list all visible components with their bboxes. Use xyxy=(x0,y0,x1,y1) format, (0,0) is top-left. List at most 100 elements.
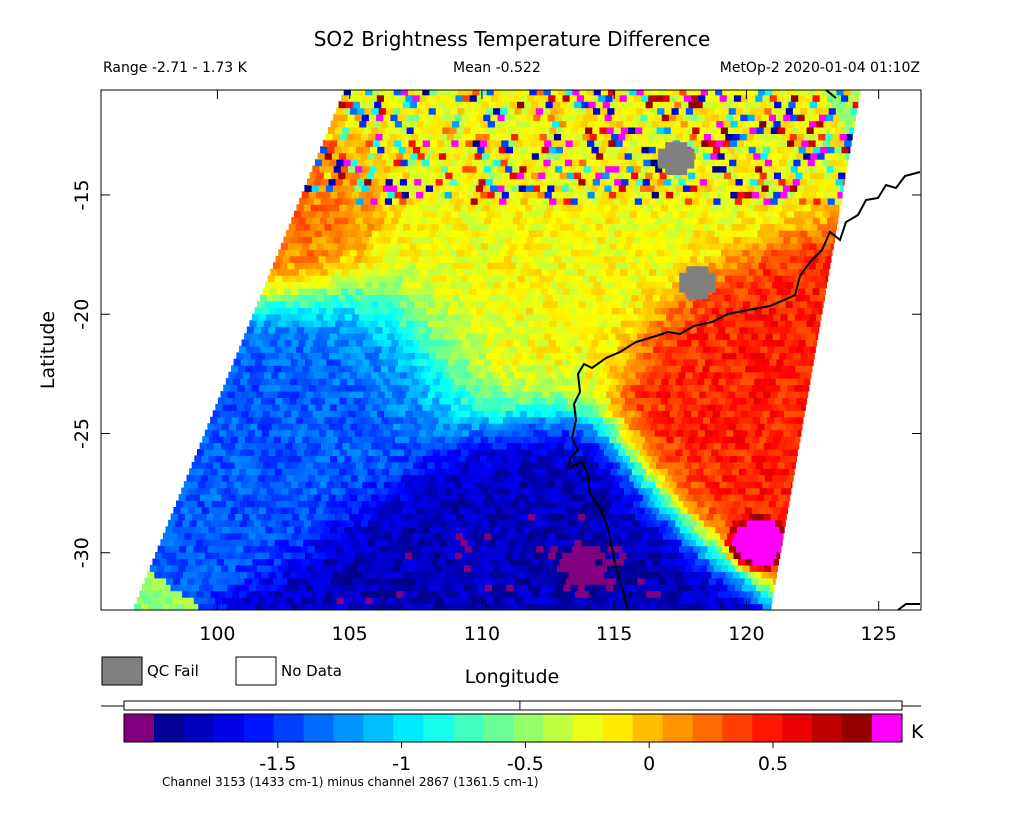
heatmap-cell xyxy=(598,461,607,469)
heatmap-cell xyxy=(237,436,246,444)
heatmap-cell xyxy=(433,236,442,244)
heatmap-cell xyxy=(295,416,304,424)
heatmap-cell xyxy=(283,288,292,295)
heatmap-cell xyxy=(231,487,239,495)
heatmap-cell xyxy=(331,416,340,424)
heatmap-cell xyxy=(454,571,462,579)
heatmap-cell xyxy=(775,378,784,386)
heatmap-cell xyxy=(314,371,322,379)
heatmap-cell xyxy=(191,584,200,592)
heatmap-cell xyxy=(369,429,377,437)
heatmap-cell xyxy=(621,300,630,308)
heatmap-cell xyxy=(620,513,629,521)
heatmap-cell xyxy=(626,358,635,366)
heatmap-cell xyxy=(573,313,582,321)
heatmap-cell xyxy=(771,564,778,572)
heatmap-cell xyxy=(544,507,553,514)
heatmap-cell xyxy=(479,352,487,360)
heatmap-cell xyxy=(639,397,647,405)
heatmap-cell xyxy=(783,500,790,508)
heatmap-cell xyxy=(485,249,493,257)
heatmap-cell xyxy=(650,545,659,553)
heatmap-cell xyxy=(622,281,630,289)
heatmap-cell xyxy=(513,513,522,521)
heatmap-cell xyxy=(812,288,821,295)
heatmap-cell xyxy=(791,339,800,347)
heatmap-cell xyxy=(335,371,344,379)
heatmap-cell xyxy=(764,300,772,308)
heatmap-cell xyxy=(412,288,421,295)
heatmap-cell xyxy=(337,577,346,585)
heatmap-cell xyxy=(284,461,293,469)
heatmap-cell xyxy=(744,507,753,514)
heatmap-cell xyxy=(586,403,595,411)
heatmap-cell xyxy=(327,268,336,276)
heatmap-cell xyxy=(528,494,537,502)
heatmap-cell xyxy=(382,519,391,527)
heatmap-cell xyxy=(466,487,475,495)
heatmap-cell xyxy=(559,436,567,444)
heatmap-cell xyxy=(251,384,260,392)
heatmap-cell xyxy=(594,577,603,585)
heatmap-cell xyxy=(661,500,670,508)
heatmap-cell xyxy=(369,552,377,559)
heatmap-cell xyxy=(521,249,529,257)
heatmap-cell xyxy=(454,236,463,244)
heatmap-cell xyxy=(392,371,401,379)
heatmap-cell xyxy=(728,230,737,237)
heatmap-cell xyxy=(201,597,209,605)
heatmap-cell xyxy=(223,436,232,444)
heatmap-cell xyxy=(619,358,627,366)
heatmap-cell xyxy=(254,378,263,386)
heatmap-cell xyxy=(761,378,770,386)
heatmap-cell xyxy=(612,339,621,347)
heatmap-cell xyxy=(376,500,384,508)
heatmap-cell xyxy=(683,236,692,244)
heatmap-cell xyxy=(526,429,534,437)
heatmap-cell xyxy=(490,500,498,508)
heatmap-cell xyxy=(672,333,681,341)
heatmap-cell xyxy=(341,603,349,610)
heatmap-cell xyxy=(179,545,187,553)
heatmap-cell xyxy=(307,230,316,237)
heatmap-cell xyxy=(290,571,298,579)
heatmap-cell xyxy=(556,320,565,328)
heatmap-cell xyxy=(477,461,486,469)
heatmap-cell xyxy=(753,590,762,598)
heatmap-cell xyxy=(746,275,754,283)
heatmap-cell xyxy=(544,313,553,321)
heatmap-cell xyxy=(593,230,601,237)
heatmap-cell xyxy=(781,539,783,547)
heatmap-cell xyxy=(387,507,396,514)
heatmap-cell xyxy=(371,564,379,572)
heatmap-cell xyxy=(589,397,597,405)
heatmap-cell xyxy=(721,249,729,257)
heatmap-cell xyxy=(387,577,396,585)
heatmap-cell xyxy=(610,519,619,527)
heatmap-cell xyxy=(524,345,533,353)
heatmap-cell xyxy=(616,436,625,444)
heatmap-cell xyxy=(220,391,229,398)
heatmap-cell xyxy=(676,552,685,559)
heatmap-cell xyxy=(294,526,302,534)
heatmap-cell xyxy=(264,300,273,308)
heatmap-cell xyxy=(602,223,611,231)
heatmap-cell xyxy=(436,597,445,605)
heatmap-cell xyxy=(186,474,195,482)
heatmap-cell xyxy=(350,494,358,502)
heatmap-cell xyxy=(482,275,490,283)
heatmap-cell xyxy=(577,532,585,540)
heatmap-cell xyxy=(397,571,405,579)
heatmap-cell xyxy=(762,358,770,366)
heatmap-cell xyxy=(668,378,677,386)
heatmap-cell xyxy=(699,391,707,398)
heatmap-cell xyxy=(535,494,544,502)
heatmap-cell xyxy=(581,294,589,302)
heatmap-cell xyxy=(488,539,497,547)
heatmap-cell xyxy=(604,571,612,579)
heatmap-cell xyxy=(480,313,489,321)
heatmap-cell xyxy=(387,262,395,270)
heatmap-cell xyxy=(629,403,638,411)
heatmap-cell xyxy=(443,352,452,360)
heatmap-cell xyxy=(208,577,217,585)
